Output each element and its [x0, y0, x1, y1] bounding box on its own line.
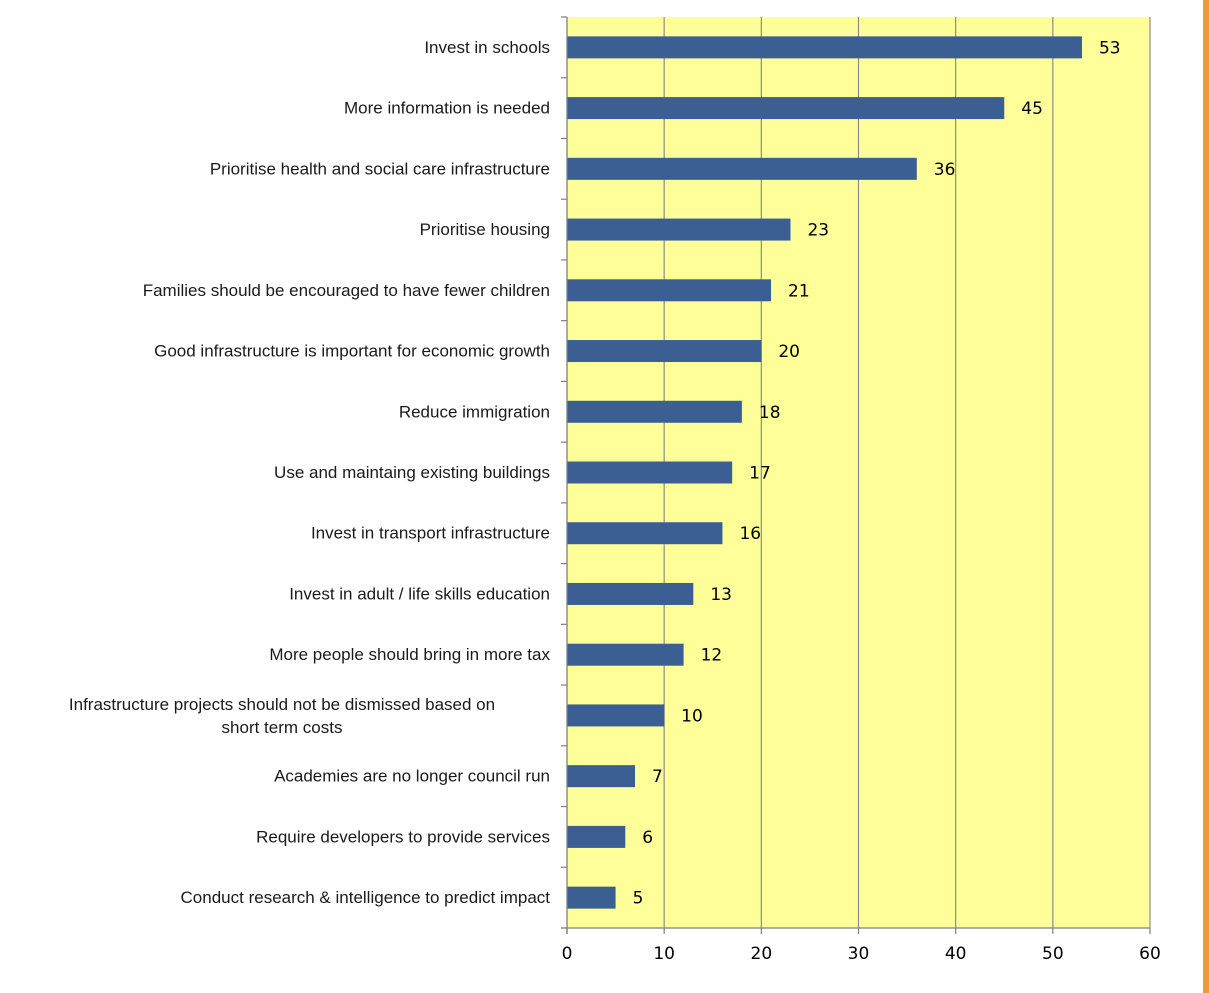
frame-border-right	[1203, 0, 1209, 993]
category-label: Good infrastructure is important for eco…	[154, 342, 550, 361]
x-tick-label: 0	[562, 944, 573, 964]
bar-6	[567, 340, 762, 363]
data-label: 21	[788, 281, 810, 301]
bar-8	[567, 461, 733, 484]
bar-10	[567, 582, 694, 605]
category-label: Reduce immigration	[399, 402, 550, 421]
data-label: 16	[739, 524, 761, 544]
bar-12	[567, 704, 665, 727]
bar-9	[567, 522, 723, 545]
data-label: 6	[642, 828, 653, 848]
category-label: Invest in schools	[424, 38, 550, 57]
data-label: 17	[749, 464, 771, 484]
bar-15	[567, 886, 616, 909]
x-axis: 0 10 20 30 40 50 60	[561, 927, 1161, 964]
data-label: 36	[934, 160, 956, 180]
category-label-line: Infrastructure projects should not be di…	[69, 694, 495, 713]
data-label: 13	[710, 585, 732, 605]
bars	[567, 36, 1082, 909]
bar-13	[567, 765, 636, 788]
data-label: 10	[681, 706, 703, 726]
data-label: 18	[759, 403, 781, 423]
category-labels: Invest in schools More information is nee…	[69, 38, 551, 907]
data-label: 20	[778, 342, 800, 362]
data-label: 5	[633, 889, 644, 909]
category-label: More information is needed	[344, 99, 550, 118]
category-label: Conduct research & intelligence to predi…	[181, 888, 551, 907]
category-label: Require developers to provide services	[256, 827, 550, 846]
category-label: Prioritise housing	[420, 220, 550, 239]
category-label-line: short term costs	[222, 717, 343, 736]
data-label: 45	[1021, 99, 1043, 119]
category-label: Academies are no longer council run	[274, 767, 550, 786]
bar-14	[567, 825, 626, 848]
bar-1	[567, 36, 1082, 59]
category-label: Invest in adult / life skills education	[289, 584, 550, 603]
x-tick-label: 60	[1139, 944, 1161, 964]
bar-3	[567, 157, 917, 180]
y-axis	[561, 16, 568, 934]
category-label: More people should bring in more tax	[269, 645, 550, 664]
x-tick-label: 50	[1042, 944, 1064, 964]
data-label: 7	[652, 767, 663, 787]
category-label: Families should be encouraged to have fe…	[143, 281, 550, 300]
data-labels: 53 45 36 23 21 20 18 17 16 13 12 10 7 6 5	[633, 38, 1121, 908]
category-label: Use and maintaing existing buildings	[274, 463, 550, 482]
data-label: 23	[807, 221, 829, 241]
bar-4	[567, 218, 791, 241]
category-label: Infrastructure projects should not be di…	[69, 694, 495, 736]
category-label: Invest in transport infrastructure	[311, 524, 550, 543]
bar-2	[567, 97, 1005, 120]
category-label: Prioritise health and social care infras…	[210, 159, 550, 178]
x-tick-label: 10	[653, 944, 675, 964]
x-tick-label: 20	[751, 944, 773, 964]
x-tick-label: 40	[945, 944, 967, 964]
data-label: 53	[1099, 38, 1121, 58]
data-label: 12	[701, 646, 723, 666]
bar-11	[567, 643, 684, 666]
bar-5	[567, 279, 772, 302]
x-tick-label: 30	[848, 944, 870, 964]
bar-7	[567, 400, 742, 423]
